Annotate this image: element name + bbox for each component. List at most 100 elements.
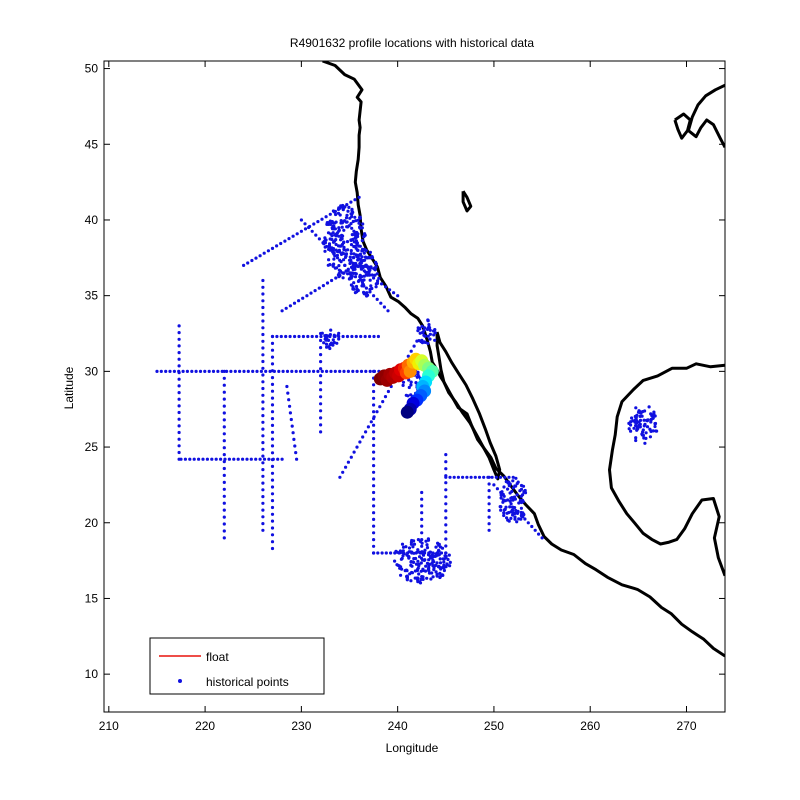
- historical-point: [290, 369, 294, 373]
- historical-point: [510, 505, 515, 509]
- historical-point: [177, 404, 181, 408]
- historical-point: [292, 301, 297, 305]
- historical-point: [275, 334, 279, 339]
- historical-point: [336, 273, 340, 277]
- historical-point: [324, 215, 328, 219]
- historical-point: [350, 274, 354, 278]
- historical-point: [328, 346, 332, 351]
- historical-point: [177, 331, 181, 335]
- historical-point: [423, 334, 427, 338]
- historical-point: [487, 495, 491, 499]
- historical-point: [411, 560, 415, 564]
- historical-point: [225, 369, 229, 373]
- historical-point: [319, 402, 323, 406]
- historical-point: [319, 353, 323, 357]
- historical-point: [437, 553, 441, 557]
- historical-point: [420, 517, 424, 522]
- historical-point: [201, 457, 205, 461]
- historical-point: [519, 510, 523, 515]
- historical-point: [222, 522, 226, 526]
- historical-point: [358, 253, 362, 257]
- historical-point: [426, 334, 430, 338]
- historical-point: [347, 205, 351, 209]
- historical-point: [419, 561, 423, 565]
- historical-point: [427, 571, 432, 575]
- historical-point: [433, 338, 437, 342]
- historical-point: [284, 306, 288, 310]
- historical-point: [407, 378, 411, 382]
- historical-point: [372, 403, 376, 407]
- historical-point: [444, 460, 448, 464]
- historical-point: [384, 551, 388, 555]
- historical-point: [444, 551, 448, 555]
- historical-point: [362, 269, 366, 273]
- historical-point: [222, 494, 226, 498]
- historical-point: [351, 255, 356, 259]
- historical-point: [511, 496, 515, 500]
- historical-point: [254, 457, 258, 461]
- historical-point: [422, 558, 426, 563]
- historical-point: [261, 441, 265, 445]
- historical-point: [210, 457, 214, 461]
- historical-point: [261, 528, 265, 532]
- historical-point: [648, 435, 653, 439]
- historical-point: [442, 568, 446, 573]
- x-tick-label: 230: [291, 719, 311, 733]
- historical-point: [322, 239, 326, 244]
- historical-point: [521, 493, 525, 497]
- y-axis-label: Latitude: [62, 366, 76, 409]
- historical-point: [362, 290, 366, 294]
- historical-point: [500, 490, 504, 494]
- historical-point: [159, 369, 163, 373]
- historical-point: [379, 301, 383, 305]
- historical-point: [285, 384, 289, 389]
- historical-point: [177, 351, 181, 355]
- historical-point: [241, 457, 245, 461]
- historical-point: [409, 579, 413, 583]
- historical-point: [381, 400, 385, 404]
- historical-point: [319, 381, 323, 385]
- historical-point: [222, 425, 226, 429]
- historical-point: [319, 430, 323, 434]
- historical-point: [414, 562, 419, 566]
- historical-point: [416, 559, 420, 563]
- historical-point: [487, 515, 491, 519]
- historical-point: [540, 536, 544, 540]
- historical-point: [270, 396, 275, 400]
- historical-point: [346, 225, 350, 229]
- historical-point: [372, 470, 376, 474]
- historical-point: [424, 539, 428, 543]
- historical-point: [319, 388, 323, 392]
- historical-point: [341, 234, 345, 238]
- historical-point: [337, 234, 341, 238]
- historical-point: [270, 519, 275, 523]
- historical-point: [349, 238, 353, 242]
- historical-point: [360, 278, 364, 282]
- historical-point: [372, 423, 376, 427]
- historical-point: [364, 369, 368, 373]
- historical-point: [222, 501, 226, 505]
- historical-point: [418, 550, 422, 554]
- historical-point: [222, 418, 226, 422]
- historical-point: [270, 355, 275, 359]
- historical-point: [375, 272, 379, 276]
- historical-point: [337, 206, 341, 210]
- historical-point: [177, 410, 181, 415]
- historical-point: [420, 541, 424, 545]
- legend-historical-label: historical points: [206, 675, 289, 689]
- historical-point: [334, 248, 338, 252]
- historical-point: [646, 418, 650, 422]
- historical-point: [634, 421, 639, 425]
- historical-point: [288, 411, 292, 415]
- historical-point: [222, 397, 226, 401]
- historical-point: [245, 457, 249, 461]
- historical-point: [270, 451, 275, 455]
- historical-point: [312, 222, 316, 226]
- historical-point: [372, 524, 376, 528]
- historical-point: [349, 252, 353, 256]
- historical-point: [330, 278, 334, 283]
- historical-point: [337, 229, 341, 233]
- historical-point: [261, 414, 265, 418]
- historical-point: [374, 265, 378, 269]
- historical-point: [370, 273, 374, 277]
